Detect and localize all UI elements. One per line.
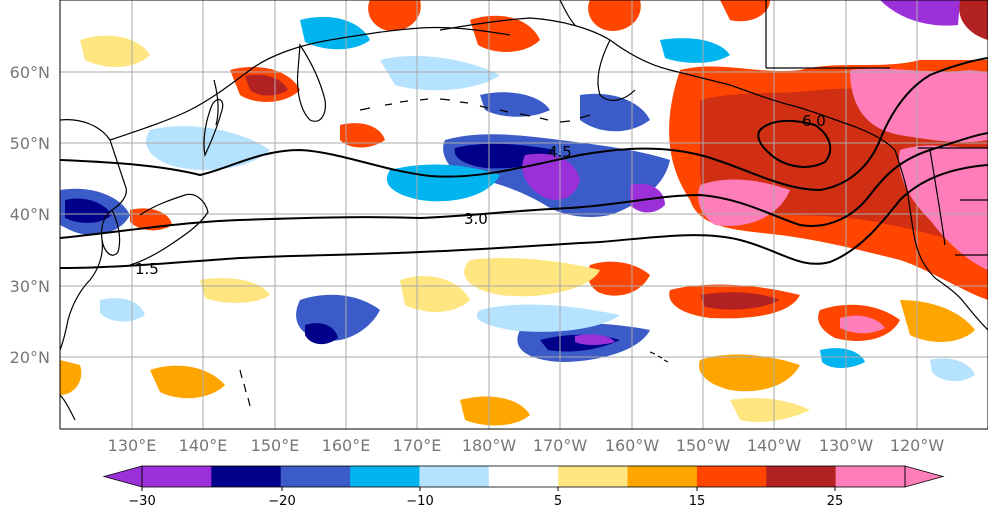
contour-label-4-5: 4.5 [548,143,572,161]
colorbar-segment [211,466,282,487]
contour-labels: 6.0 4.5 3.0 1.5 [135,112,826,278]
colorbar-segment [766,466,837,487]
colorbar-tick-label: 25 [827,494,844,509]
coastlines [60,0,988,421]
lon-label: 170°W [533,436,588,455]
colorbar-tick-label: 15 [689,494,706,509]
lon-label: 180°W [462,436,517,455]
lat-label: 40°N [10,205,50,224]
colorbar [102,465,945,491]
colorbar-over-extension [904,465,945,488]
lon-label: 140°W [747,436,802,455]
lon-label: 150°W [676,436,731,455]
colorbar-segment [835,466,906,487]
lat-label: 30°N [10,277,50,296]
colorbar-segment [696,466,767,487]
map-plot-area: 6.0 4.5 3.0 1.5 [60,0,988,429]
colorbar-tick-label: 5 [554,494,562,509]
lat-label: 20°N [10,348,50,367]
lon-label: 150°E [251,436,300,455]
lon-label: 130°W [819,436,874,455]
colorbar-segment [350,466,420,487]
lat-label: 50°N [10,134,50,153]
contour-lines [60,57,988,269]
lon-label: 170°E [393,436,442,455]
colorbar-segment [142,466,212,487]
colorbar-under-extension [102,465,143,488]
lat-label: 60°N [10,63,50,82]
colorbar-segment [280,466,351,487]
plot-frame [59,0,988,430]
lon-label: 120°W [890,436,945,455]
longitude-labels: 130°E 140°E 150°E 160°E 170°E 180°W 170°… [108,436,945,455]
colorbar-tick-labels: −30 −20 −10 5 15 25 [128,494,843,509]
contour-label-3: 3.0 [464,210,488,228]
colorbar-tick-label: −30 [128,494,155,509]
lon-label: 160°W [605,436,660,455]
colorbar-segment [419,466,490,487]
lon-label: 160°E [322,436,371,455]
lon-label: 130°E [108,436,157,455]
colorbar-segment [488,466,559,487]
colorbar-tick-label: −20 [268,494,295,509]
colorbar-segment [558,466,629,487]
colorbar-tick-label: −10 [406,494,433,509]
colorbar-frame [141,465,906,488]
lon-label: 140°E [179,436,228,455]
contour-label-6: 6.0 [802,112,826,130]
latitude-labels: 60°N 50°N 40°N 30°N 20°N [10,63,50,367]
colorbar-segment [627,466,698,487]
graticule [60,0,988,429]
contour-label-1-5: 1.5 [135,260,159,278]
